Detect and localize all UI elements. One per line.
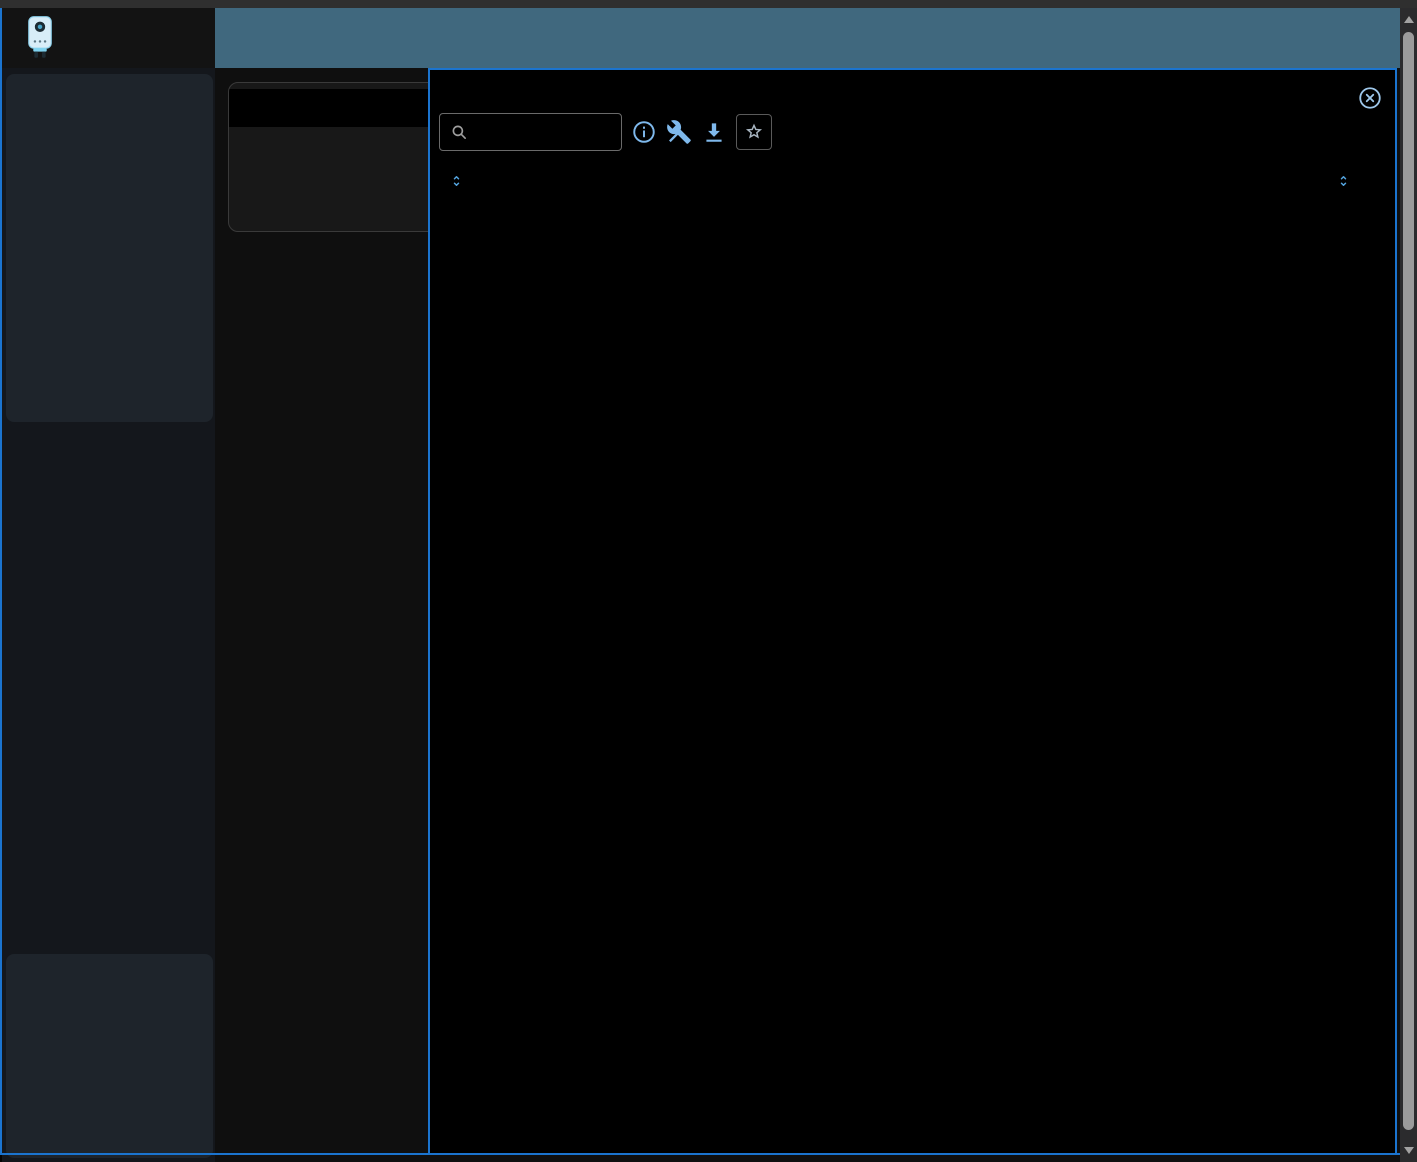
dialog-controls (439, 112, 784, 152)
close-icon[interactable] (1357, 85, 1383, 111)
scroll-down-icon[interactable] (1403, 1147, 1414, 1154)
scroll-up-icon[interactable] (1403, 16, 1414, 23)
bottom-accent-border (0, 1153, 1417, 1155)
construction-icon[interactable] (666, 119, 692, 145)
search-input[interactable] (477, 122, 611, 142)
sort-icon[interactable] (449, 172, 464, 190)
download-icon[interactable] (701, 119, 727, 145)
favorites-toggle-star-icon[interactable] (736, 114, 772, 150)
boiler-logo-icon (22, 15, 58, 61)
sidebar (2, 8, 215, 1162)
sidebar-main-menu (6, 74, 213, 422)
sidebar-bottom-menu (6, 954, 213, 1158)
scrollbar[interactable] (1400, 8, 1417, 1162)
top-strip (0, 0, 1417, 8)
scrollbar-thumb[interactable] (1403, 32, 1414, 1130)
search-icon (450, 123, 468, 141)
table-header (430, 164, 1395, 198)
device-entities-dialog (428, 68, 1397, 1155)
search-box[interactable] (439, 113, 622, 151)
sort-icon[interactable] (1336, 172, 1351, 190)
logo-bar (2, 8, 215, 68)
appbar (215, 8, 1400, 68)
info-icon[interactable] (631, 119, 657, 145)
left-accent-border (0, 8, 2, 1155)
